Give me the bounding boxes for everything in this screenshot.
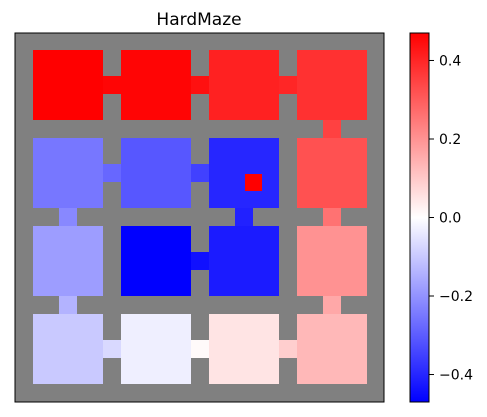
room-cell [209, 138, 279, 208]
door-cell [191, 252, 209, 270]
door-cell [59, 296, 77, 314]
maze-cells [33, 50, 367, 384]
door-cell [323, 120, 341, 138]
colorbar-tick-label: 0.2 [439, 132, 461, 148]
room-cell [209, 50, 279, 120]
door-cell [323, 208, 341, 226]
door-cell [323, 296, 341, 314]
door-cell [235, 208, 253, 226]
room-cell [121, 50, 191, 120]
colorbar: 0.4 0.2 0.0 −0.2 −0.4 [409, 32, 473, 403]
door-cell [59, 208, 77, 226]
door-cell [279, 340, 297, 358]
room-cell [209, 314, 279, 384]
chart-title: HardMaze [156, 10, 241, 30]
door-cell [103, 340, 121, 358]
plot-frame [14, 32, 385, 403]
goal-marker [245, 174, 262, 191]
door-cell [103, 164, 121, 182]
colorbar-tick-label: 0.4 [439, 53, 461, 69]
room-cell [297, 50, 367, 120]
room-cell [297, 138, 367, 208]
colorbar-tick-label: −0.4 [439, 368, 473, 384]
room-cell [297, 314, 367, 384]
colorbar-gradient [410, 33, 429, 402]
door-cell [103, 76, 121, 94]
room-cell [121, 314, 191, 384]
room-cell [121, 138, 191, 208]
maze-plot-area [14, 32, 385, 403]
door-cell [191, 340, 209, 358]
room-cell [33, 226, 103, 296]
room-cell [209, 226, 279, 296]
room-cell [33, 138, 103, 208]
room-cell [33, 314, 103, 384]
colorbar-tick-label: −0.2 [439, 289, 473, 305]
room-cell [33, 50, 103, 120]
door-cell [191, 164, 209, 182]
door-cell [191, 76, 209, 94]
room-cell [121, 226, 191, 296]
colorbar-tick-label: 0.0 [439, 211, 461, 227]
door-cell [279, 76, 297, 94]
room-cell [297, 226, 367, 296]
